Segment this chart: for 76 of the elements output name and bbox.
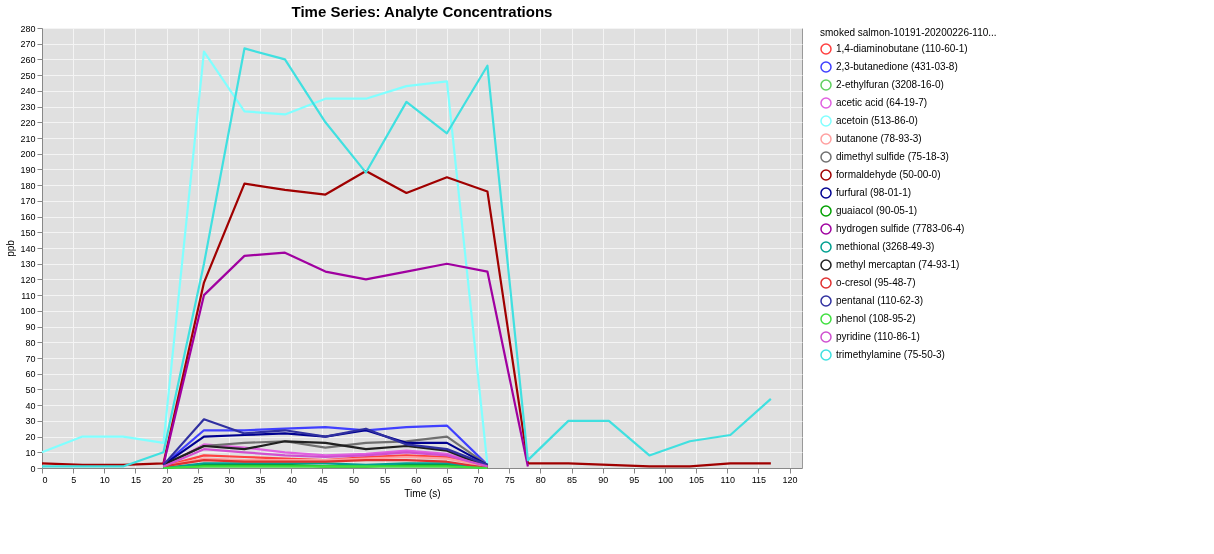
y-tick-label: 40 <box>25 400 36 411</box>
x-tick-label: 35 <box>255 474 266 485</box>
legend-label: acetoin (513-86-0) <box>836 115 918 126</box>
y-tick-label: 90 <box>25 322 36 333</box>
x-tick-label: 50 <box>348 474 359 485</box>
y-axis-title: ppb <box>5 239 17 257</box>
y-tick-label: 210 <box>20 133 36 144</box>
x-tick-label: 60 <box>411 474 422 485</box>
x-tick-label: 0 <box>42 474 48 485</box>
legend-label: guaiacol (90-05-1) <box>836 205 918 216</box>
x-tick-label: 20 <box>162 474 173 485</box>
x-tick-label: 5 <box>71 474 77 485</box>
y-tick-label: 100 <box>20 306 36 317</box>
x-tick-label: 40 <box>286 474 297 485</box>
y-tick-label: 280 <box>20 23 36 34</box>
legend-label: phenol (108-95-2) <box>836 313 916 324</box>
y-tick-label: 130 <box>20 259 36 270</box>
x-axis-title: Time (s) <box>404 487 441 499</box>
y-tick-label: 180 <box>20 180 36 191</box>
y-tick-label: 0 <box>30 463 36 474</box>
x-tick-label: 120 <box>782 474 798 485</box>
x-tick-label: 85 <box>567 474 578 485</box>
y-tick-label: 20 <box>25 432 36 443</box>
x-tick-label: 15 <box>130 474 141 485</box>
x-tick-label: 30 <box>224 474 235 485</box>
x-tick-label: 25 <box>193 474 204 485</box>
x-tick-label: 75 <box>504 474 515 485</box>
x-tick-label: 110 <box>720 474 735 485</box>
legend-label: 2,3-butanedione (431-03-8) <box>836 61 958 72</box>
legend-label: methyl mercaptan (74-93-1) <box>836 259 960 270</box>
legend-label: 2-ethylfuran (3208-16-0) <box>836 79 944 90</box>
legend-label: o-cresol (95-48-7) <box>836 277 916 288</box>
y-tick-label: 80 <box>25 337 36 348</box>
y-tick-label: 60 <box>25 369 36 380</box>
chart-title: Time Series: Analyte Concentrations <box>291 3 553 20</box>
x-tick-label: 105 <box>689 474 705 485</box>
legend-label: butanone (78-93-3) <box>836 133 922 144</box>
y-tick-label: 150 <box>20 227 36 238</box>
legend-label: pentanal (110-62-3) <box>836 295 924 306</box>
y-tick-label: 160 <box>20 212 36 223</box>
y-tick-label: 230 <box>20 102 36 113</box>
y-tick-label: 120 <box>20 274 36 285</box>
x-tick-label: 100 <box>657 474 673 485</box>
y-tick-label: 110 <box>21 290 36 301</box>
legend-label: furfural (98-01-1) <box>836 187 912 198</box>
x-tick-label: 95 <box>629 474 640 485</box>
x-tick-label: 80 <box>535 474 546 485</box>
y-tick-label: 70 <box>25 353 36 364</box>
y-tick-label: 250 <box>20 70 36 81</box>
y-tick-label: 260 <box>20 54 36 65</box>
legend-label: pyridine (110-86-1) <box>836 331 920 342</box>
legend-label: 1,4-diaminobutane (110-60-1) <box>836 43 968 54</box>
legend-label: methional (3268-49-3) <box>836 241 935 252</box>
x-tick-label: 90 <box>598 474 609 485</box>
legend-label: formaldehyde (50-00-0) <box>836 169 941 180</box>
y-tick-label: 170 <box>20 196 36 207</box>
y-tick-label: 50 <box>25 384 36 395</box>
x-tick-label: 115 <box>751 474 767 485</box>
y-tick-label: 220 <box>20 117 36 128</box>
legend-label: hydrogen sulfide (7783-06-4) <box>836 223 965 234</box>
legend-label: acetic acid (64-19-7) <box>836 97 928 108</box>
y-tick-label: 10 <box>25 447 36 458</box>
x-tick-label: 45 <box>317 474 328 485</box>
y-tick-label: 240 <box>20 86 36 97</box>
y-tick-label: 270 <box>20 39 36 50</box>
legend-label: trimethylamine (75-50-3) <box>836 349 945 360</box>
legend-title: smoked salmon-10191-20200226-110... <box>820 27 997 38</box>
y-tick-label: 140 <box>20 243 36 254</box>
x-tick-label: 55 <box>380 474 391 485</box>
x-tick-label: 65 <box>442 474 453 485</box>
legend-label: dimethyl sulfide (75-18-3) <box>836 151 949 162</box>
x-tick-label: 10 <box>99 474 110 485</box>
y-tick-label: 30 <box>25 416 36 427</box>
y-tick-label: 190 <box>20 164 36 175</box>
x-tick-label: 70 <box>473 474 484 485</box>
y-tick-label: 200 <box>20 149 36 160</box>
